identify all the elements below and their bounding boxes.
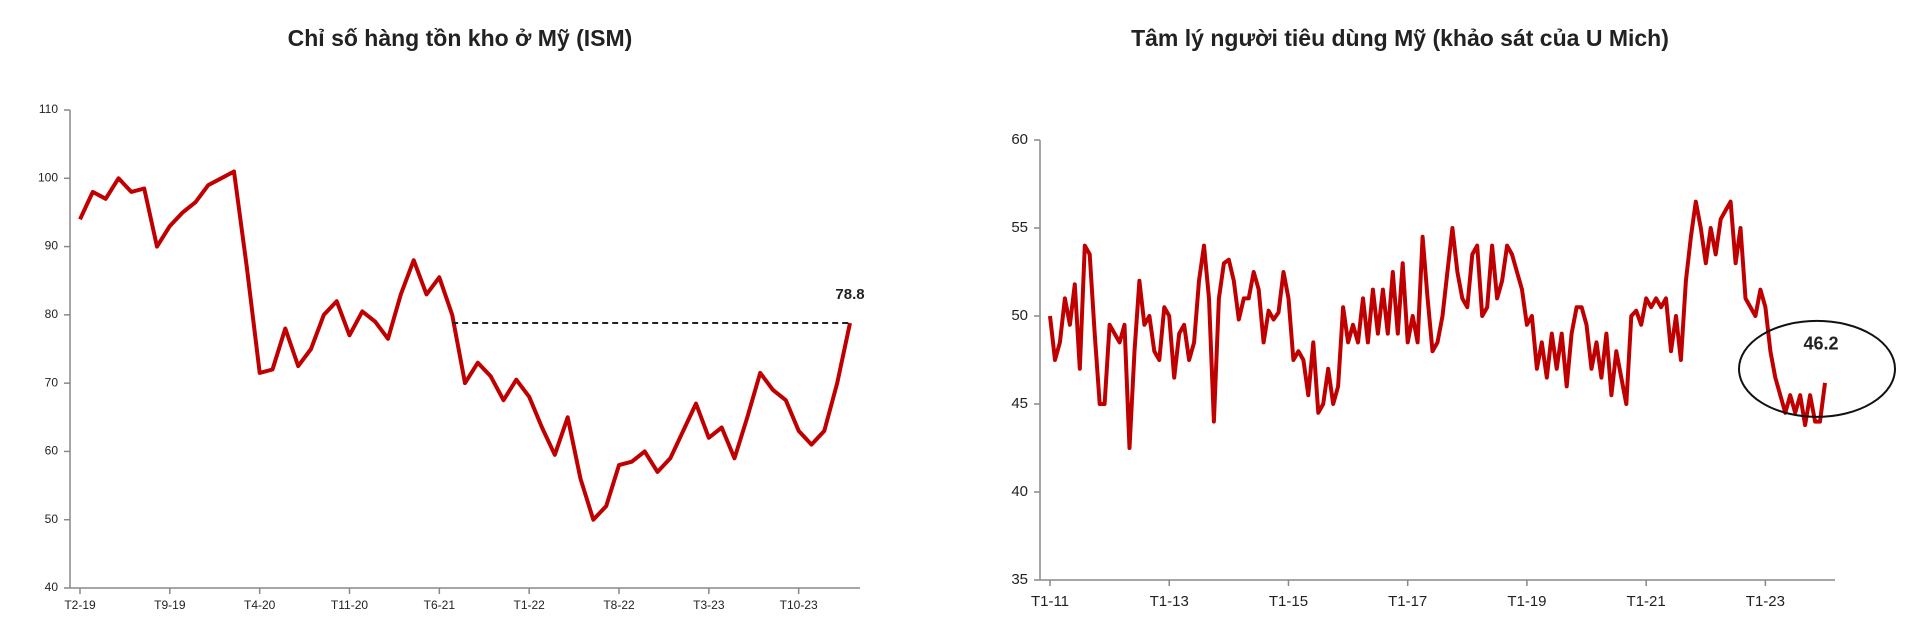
y-tick-label: 35 [1011,571,1028,588]
y-tick-label: 60 [1011,131,1028,148]
x-tick-label: T1-15 [1269,593,1308,610]
x-tick-label: T1-22 [513,598,545,612]
y-tick-label: 80 [45,307,59,321]
x-tick-label: T1-19 [1507,593,1546,610]
x-tick-label: T1-21 [1627,593,1666,610]
value-label: 78.8 [835,286,864,303]
y-tick-label: 45 [1011,395,1028,412]
x-tick-label: T3-23 [693,598,725,612]
x-tick-label: T6-21 [424,598,456,612]
data-line [1048,199,1827,450]
y-tick-label: 55 [1011,219,1028,236]
value-label: 46.2 [1803,334,1838,354]
x-tick-label: T1-17 [1388,593,1427,610]
data-line [78,169,852,522]
y-tick-label: 50 [45,512,59,526]
chart-title: Chỉ số hàng tồn kho ở Mỹ (ISM) [288,25,633,51]
x-tick-label: T8-22 [603,598,635,612]
x-tick-label: T2-19 [64,598,96,612]
y-tick-label: 60 [45,444,59,458]
highlight-ellipse [1738,319,1896,418]
y-tick-label: 100 [38,170,58,184]
x-tick-label: T11-20 [331,598,368,612]
chart-title: Tâm lý người tiêu dùng Mỹ (khảo sát của … [1131,25,1669,51]
x-tick-label: T1-11 [1031,593,1069,610]
y-tick-label: 110 [39,102,58,116]
y-tick-label: 40 [45,580,59,594]
x-tick-label: T1-23 [1746,593,1785,610]
y-tick-label: 90 [45,239,59,253]
y-tick-label: 70 [45,375,59,389]
x-tick-label: T4-20 [244,598,276,612]
y-tick-label: 40 [1011,483,1028,500]
x-tick-label: T10-23 [780,598,818,612]
x-tick-label: T1-13 [1150,593,1189,610]
y-tick-label: 50 [1011,307,1028,324]
x-tick-label: T9-19 [154,598,186,612]
